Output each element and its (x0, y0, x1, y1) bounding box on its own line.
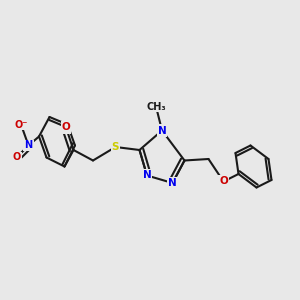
Text: CH₃: CH₃ (146, 101, 166, 112)
Text: N: N (24, 140, 33, 151)
Text: N: N (168, 178, 177, 188)
Text: N: N (158, 125, 166, 136)
Text: N: N (142, 170, 152, 181)
Text: O: O (61, 122, 70, 133)
Text: O: O (12, 152, 21, 163)
Text: O⁻: O⁻ (14, 119, 28, 130)
Text: S: S (112, 142, 119, 152)
Text: O: O (219, 176, 228, 187)
